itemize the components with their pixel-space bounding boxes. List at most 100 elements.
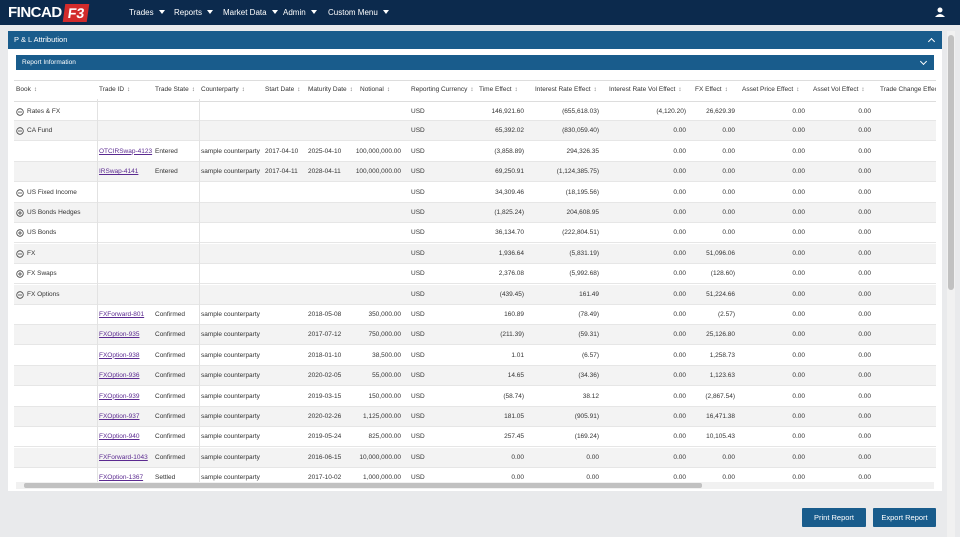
v-scrollbar[interactable] xyxy=(947,31,955,537)
menu-item[interactable]: Custom Menu xyxy=(328,0,389,25)
cell: sample counterparty xyxy=(201,351,260,359)
cell: USD xyxy=(411,290,425,298)
toggle-icon[interactable] xyxy=(16,229,24,238)
cell: (439.45) xyxy=(499,290,524,298)
trade-link[interactable]: FXOption-938 xyxy=(99,351,140,359)
menu-item[interactable]: Market Data xyxy=(223,0,278,25)
cell: USD xyxy=(411,311,425,318)
cell: 0.00 xyxy=(673,372,686,380)
logo[interactable]: FINCAD F3 xyxy=(8,3,90,22)
table-row: FXOption-937 Confirmed sample counterparty… xyxy=(14,407,936,427)
cell: 0.00 xyxy=(858,311,871,318)
cell: 0.00 xyxy=(792,311,805,318)
action-button[interactable]: Print Report xyxy=(802,508,866,527)
cell: (34.36) xyxy=(578,372,599,380)
column-header[interactable]: FX Effect xyxy=(695,81,728,99)
trade-link[interactable]: OTCIRSwap-4123 xyxy=(99,147,153,155)
cell: sample counterparty xyxy=(201,453,260,461)
column-header[interactable]: Reporting Currency xyxy=(411,81,473,99)
panel-header[interactable]: P & L Attribution xyxy=(8,31,942,49)
column-header[interactable]: Counterparty xyxy=(201,81,245,99)
cell: 0.00 xyxy=(792,127,805,135)
cell: 2017-10-02 xyxy=(308,474,342,482)
cell: 146,921.60 xyxy=(491,108,524,115)
section-title: Report Information xyxy=(22,59,76,66)
trade-link[interactable]: FXOption-935 xyxy=(99,331,140,339)
cell: 0.00 xyxy=(722,474,735,482)
cell: 0.00 xyxy=(673,229,686,237)
toggle-icon[interactable] xyxy=(16,209,24,217)
cell: (905.91) xyxy=(574,413,599,420)
column-header[interactable]: Notional xyxy=(360,81,390,99)
action-button[interactable]: Export Report xyxy=(873,508,936,527)
h-scrollbar[interactable] xyxy=(16,482,934,489)
toggle-icon[interactable] xyxy=(16,270,24,278)
cell: 0.00 xyxy=(792,270,805,278)
toggle-icon[interactable] xyxy=(16,127,24,136)
cell: 0.00 xyxy=(673,168,686,176)
cell: 100,000,000.00 xyxy=(355,168,401,176)
column-header[interactable]: Interest Rate Vol Effect xyxy=(609,81,681,99)
cell: (6.57) xyxy=(582,351,599,359)
cell: (222,804.51) xyxy=(562,229,599,237)
trade-link[interactable]: IRSwap-4141 xyxy=(99,168,139,176)
cell: USD xyxy=(411,147,425,155)
cell: 0.00 xyxy=(858,147,871,155)
menu-item[interactable]: Admin xyxy=(283,0,317,25)
cell: (830,059.40) xyxy=(562,127,599,135)
column-header[interactable]: Trade ID xyxy=(99,81,130,99)
scroll-thumb[interactable] xyxy=(948,35,954,290)
cell: Confirmed xyxy=(155,331,185,339)
toggle-icon[interactable] xyxy=(16,188,24,197)
column-header[interactable]: Asset Vol Effect xyxy=(813,81,864,99)
cell: 0.00 xyxy=(673,392,686,400)
cell: 10,000,000.00 xyxy=(359,453,401,461)
column-header[interactable]: Book xyxy=(16,81,37,99)
cell: 2019-05-24 xyxy=(308,433,342,441)
cell: 350,000.00 xyxy=(368,311,401,318)
column-header[interactable]: Time Effect xyxy=(479,81,518,99)
column-header[interactable]: Trade Change Effect xyxy=(880,81,936,99)
trade-link[interactable]: FXOption-936 xyxy=(99,372,140,380)
menu-item[interactable]: Reports xyxy=(174,0,213,25)
toggle-icon[interactable] xyxy=(16,250,24,258)
cell: 10,105.43 xyxy=(706,433,735,441)
trade-link[interactable]: FXOption-937 xyxy=(99,413,140,420)
column-header[interactable]: Maturity Date xyxy=(308,81,353,99)
cell: 2019-03-15 xyxy=(308,392,342,400)
trade-link[interactable]: FXOption-1367 xyxy=(99,474,144,482)
cell: USD xyxy=(411,474,425,482)
cell: USD xyxy=(411,127,425,135)
column-header[interactable]: Trade State xyxy=(155,81,195,99)
cell: 0.00 xyxy=(858,474,871,482)
toggle-icon[interactable] xyxy=(16,290,24,299)
scroll-thumb[interactable] xyxy=(24,483,702,488)
trade-link[interactable]: FXOption-940 xyxy=(99,433,140,441)
cell: sample counterparty xyxy=(201,392,260,400)
toggle-icon[interactable] xyxy=(16,108,24,116)
user-icon[interactable] xyxy=(935,7,945,17)
cell: USD xyxy=(411,188,425,196)
trade-link[interactable]: FXForward-801 xyxy=(99,311,145,318)
table-row: FXOption-938 Confirmed sample counterparty… xyxy=(14,345,936,366)
cell: 2017-04-10 xyxy=(265,147,299,155)
cell: 2016-06-15 xyxy=(308,453,342,461)
trade-link[interactable]: FXOption-939 xyxy=(99,392,140,400)
column-header[interactable]: Interest Rate Effect xyxy=(535,81,597,99)
cell: 0.00 xyxy=(673,290,686,298)
column-header[interactable]: Start Date xyxy=(265,81,300,99)
cell: 26,629.39 xyxy=(706,108,735,115)
table-row: FX Swaps USD 2,376.08 (5,992.68) 0.00 (128.60… xyxy=(14,264,936,285)
cell: 51,224.66 xyxy=(706,290,735,298)
cell: 0.00 xyxy=(858,168,871,176)
cell: 2028-04-11 xyxy=(308,168,341,176)
cell: USD xyxy=(411,372,425,380)
cell: 16,471.38 xyxy=(706,413,735,420)
section-header[interactable]: Report Information xyxy=(16,55,934,70)
menu-item[interactable]: Trades xyxy=(129,0,165,25)
column-header[interactable]: Asset Price Effect xyxy=(742,81,799,99)
cell: 0.00 xyxy=(511,474,524,482)
cell: 0.00 xyxy=(673,453,686,461)
trade-link[interactable]: FXForward-1043 xyxy=(99,453,148,461)
cell: 0.00 xyxy=(673,413,686,420)
